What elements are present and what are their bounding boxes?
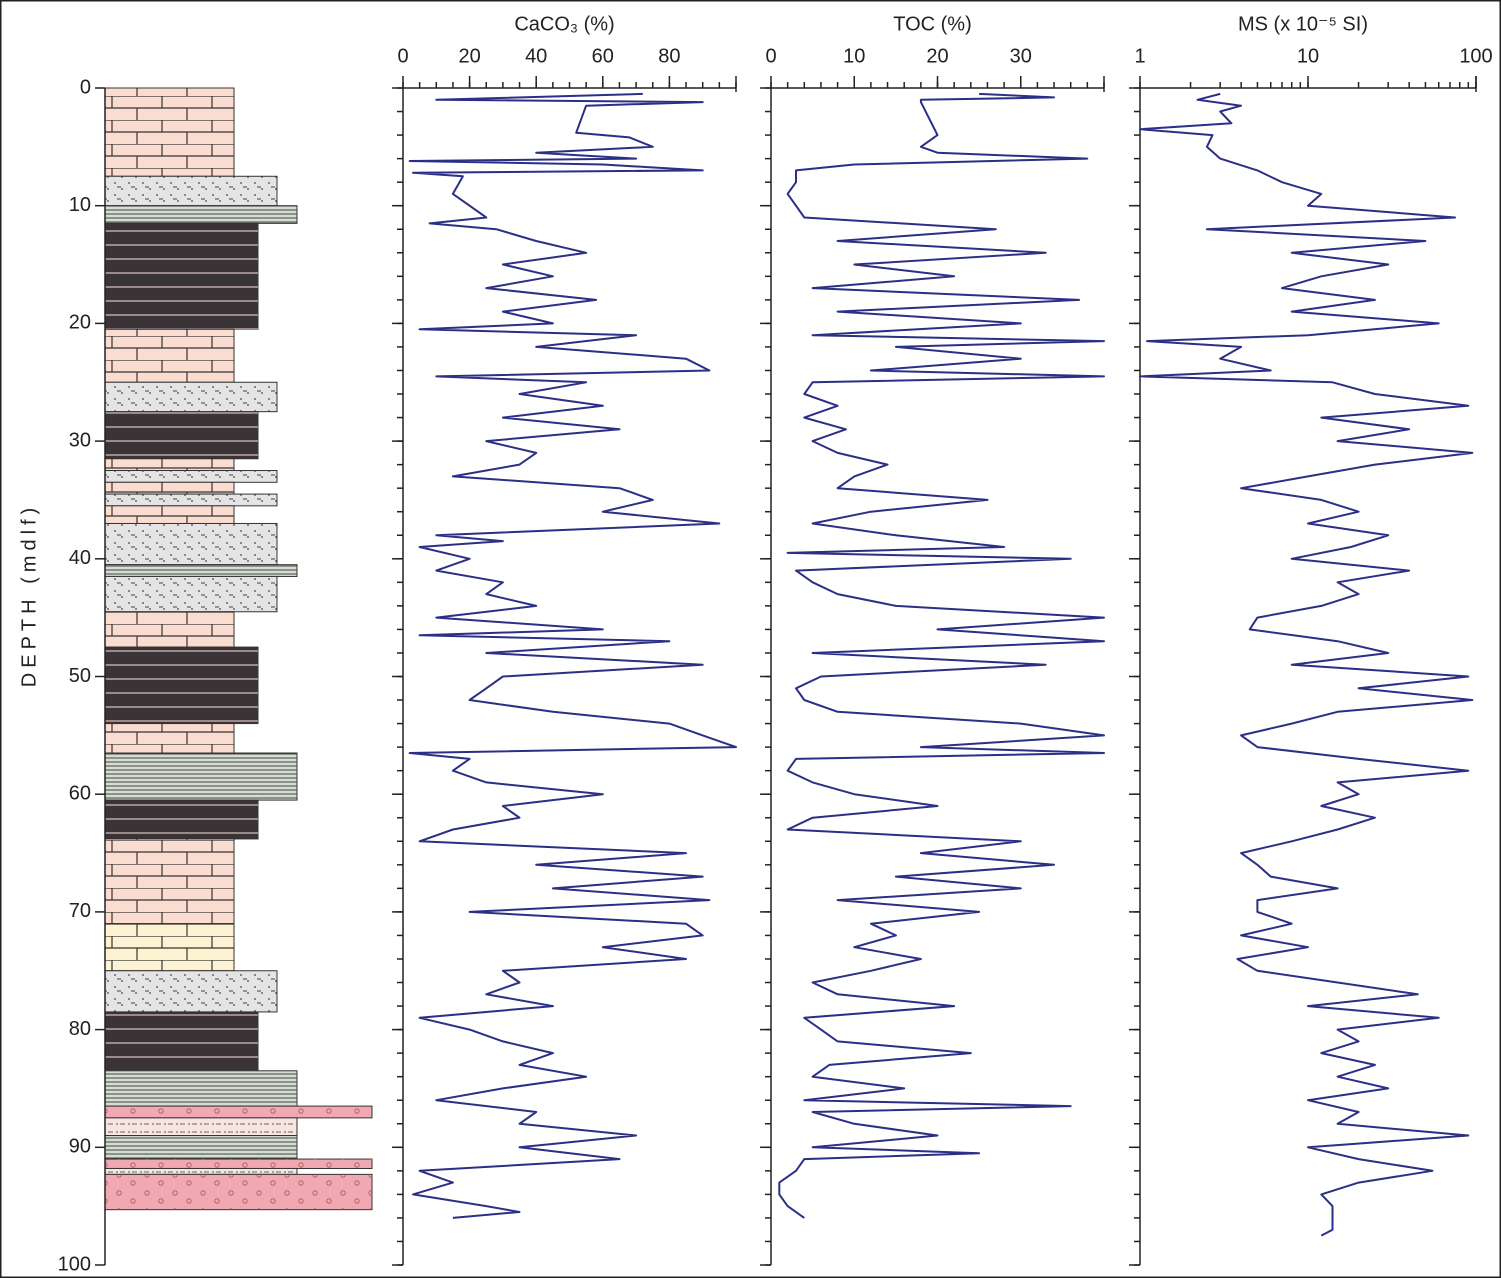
x-tick-label: 80 [658, 45, 680, 67]
y-tick-label: 100 [58, 1253, 91, 1275]
lithology-pattern [105, 1159, 372, 1169]
y-axis-label: DEPTH (mdlf) [18, 503, 40, 687]
y-tick-label: 60 [69, 782, 91, 804]
lithology-pattern [105, 88, 234, 177]
lithology-pattern [105, 611, 234, 648]
lithology-pattern [105, 1070, 297, 1107]
x-tick-label: 60 [592, 45, 614, 67]
y-tick-label: 90 [69, 1136, 91, 1158]
lithology-pattern [105, 382, 277, 412]
lithology-pattern [105, 505, 234, 524]
lithology-pattern [105, 753, 297, 801]
lithology-pattern [105, 1168, 297, 1175]
lithology-pattern [105, 564, 297, 577]
lithology-pattern [105, 576, 277, 612]
lithology-pattern [105, 458, 234, 471]
lithology-pattern [105, 970, 277, 1012]
y-tick-label: 10 [69, 194, 91, 216]
x-tick-label: 100 [1459, 45, 1492, 67]
panel-title: MS (x 10⁻⁵ SI) [1238, 13, 1368, 35]
lithology-pattern [105, 923, 234, 971]
lithology-pattern [105, 1011, 258, 1071]
lithology-pattern [105, 482, 234, 495]
x-tick-label: 20 [926, 45, 948, 67]
x-tick-label: 0 [397, 45, 408, 67]
x-tick-label: 0 [765, 45, 776, 67]
lithology-pattern [105, 205, 297, 224]
lithology-pattern [105, 494, 277, 506]
x-tick-label: 1 [1134, 45, 1145, 67]
y-tick-label: 50 [69, 665, 91, 687]
x-tick-label: 40 [525, 45, 547, 67]
lithology-pattern [105, 838, 234, 924]
lithology-pattern [105, 800, 258, 839]
panel-title: TOC (%) [893, 13, 972, 35]
y-tick-label: 0 [80, 76, 91, 98]
y-tick-label: 70 [69, 900, 91, 922]
lithology-pattern [105, 329, 234, 383]
lithology-pattern [105, 1174, 372, 1210]
lithology-pattern [105, 1135, 297, 1160]
lithology-pattern [105, 470, 277, 483]
x-tick-label: 10 [1297, 45, 1319, 67]
x-tick-label: 10 [843, 45, 865, 67]
lithology-pattern [105, 176, 277, 206]
lithology-pattern [105, 411, 258, 459]
profile-line [778, 92, 1105, 1219]
y-tick-label: 80 [69, 1018, 91, 1040]
lithology-pattern [105, 1106, 372, 1118]
y-tick-label: 40 [69, 547, 91, 569]
lithology-pattern [105, 223, 258, 330]
profile-line [1139, 92, 1474, 1237]
x-tick-label: 30 [1010, 45, 1032, 67]
panel-title: CaCO₃ (%) [514, 13, 614, 35]
lithology-pattern [105, 1117, 297, 1136]
lithology-pattern [105, 723, 234, 754]
lithology-pattern [105, 523, 277, 565]
x-tick-label: 20 [458, 45, 480, 67]
y-tick-label: 30 [69, 429, 91, 451]
y-tick-label: 20 [69, 312, 91, 334]
profile-line [408, 92, 737, 1219]
lithology-pattern [105, 647, 258, 724]
